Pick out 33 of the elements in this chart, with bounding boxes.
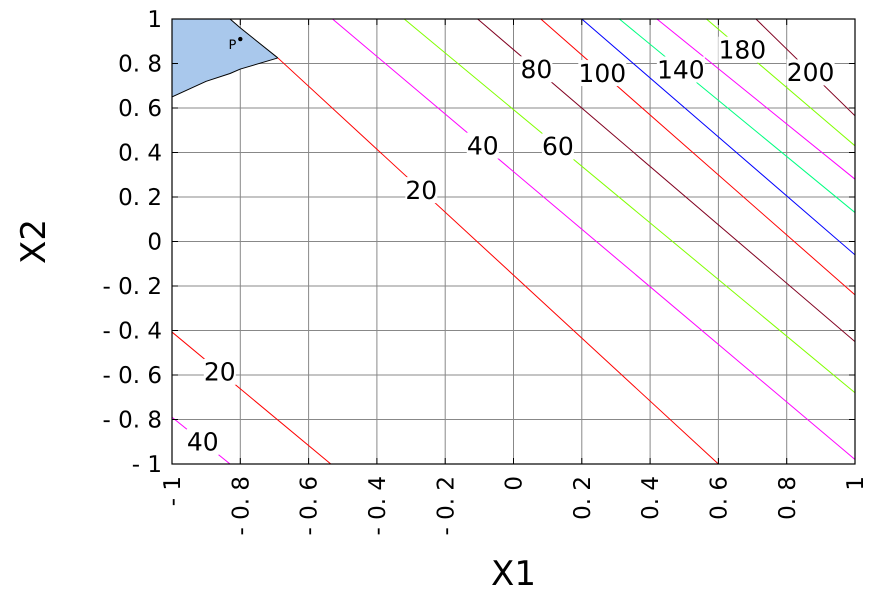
y-tick-label: - 0. 6 (102, 363, 162, 390)
annotation: 100 (578, 58, 626, 88)
annotation: 180 (718, 35, 766, 64)
y-tick-label: 0. 6 (118, 96, 162, 122)
x-tick-label: - 0. 2 (433, 476, 460, 536)
annotation: 80 (520, 55, 552, 84)
x-tick-label: 1 (843, 476, 869, 491)
x-tick-label: - 0. 8 (228, 476, 254, 536)
annotation: 140 (656, 55, 705, 84)
annotation: 20 (405, 176, 438, 205)
x-tick-label: 0. 6 (706, 476, 732, 520)
y-tick-label: 1 (147, 7, 162, 34)
y-tick-label: - 0. 4 (102, 318, 162, 345)
y-tick-label: - 0. 2 (102, 274, 162, 300)
x-tick-label: - 0. 6 (296, 476, 323, 536)
x-tick-label: 0 (502, 476, 528, 491)
x-tick-label: - 0. 4 (364, 476, 391, 536)
y-tick-label: - 0. 8 (102, 408, 162, 434)
y-tick-label: 0. 2 (118, 185, 162, 212)
y-tick-label: 0 (147, 230, 162, 256)
x-tick-label: 0. 4 (638, 476, 664, 520)
annotation: 40 (466, 131, 499, 160)
annotation: 20 (204, 358, 236, 387)
y-tick-label: 0. 4 (118, 140, 162, 167)
y-axis-title: X2 (14, 219, 54, 264)
annotation: 200 (786, 58, 834, 88)
annotation: P (228, 38, 236, 54)
annotation: 40 (186, 428, 219, 457)
x-tick-label: 0. 8 (774, 476, 801, 520)
annotation: 60 (542, 132, 574, 162)
x-axis-title: X1 (491, 554, 536, 594)
y-tick-label: 0. 8 (118, 52, 162, 78)
x-tick-label: 0. 2 (570, 476, 596, 520)
